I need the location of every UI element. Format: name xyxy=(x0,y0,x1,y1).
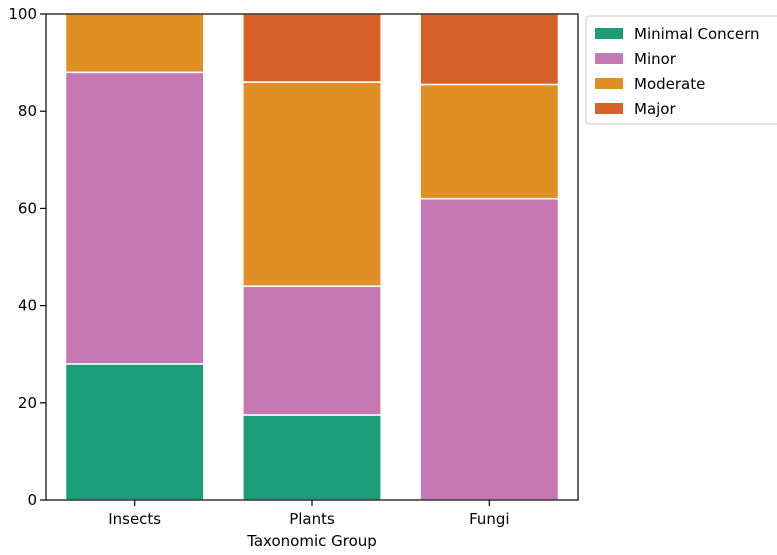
bar-insects-moderate xyxy=(64,13,205,74)
legend-swatch-minimal-concern xyxy=(595,28,623,39)
legend: Minimal Concern Minor Moderate Major xyxy=(585,15,777,125)
legend-swatch-major xyxy=(595,103,623,114)
y-tick-label: 40 xyxy=(18,297,37,315)
legend-label-major: Major xyxy=(634,100,676,118)
x-axis-title: Taxonomic Group xyxy=(246,532,377,550)
y-tick-label: 0 xyxy=(27,491,37,509)
y-tick-label: 20 xyxy=(18,394,37,412)
y-axis: 0 20 40 60 80 100 xyxy=(8,5,46,509)
legend-label-moderate: Moderate xyxy=(634,75,705,93)
x-tick-label-insects: Insects xyxy=(108,510,161,528)
bar-fungi-moderate xyxy=(419,83,560,200)
bar-plants-moderate xyxy=(242,81,382,287)
legend-label-minimal-concern: Minimal Concern xyxy=(634,25,760,43)
bars-group xyxy=(64,13,560,501)
bar-plants-minimal-concern xyxy=(242,414,382,501)
legend-frame xyxy=(585,15,777,125)
bar-plants-major xyxy=(242,13,382,83)
plot-frame xyxy=(45,13,579,501)
bar-insects-minor xyxy=(64,71,205,365)
x-tick-label-fungi: Fungi xyxy=(469,510,510,528)
y-tick-label: 60 xyxy=(18,199,37,217)
bar-fungi-major xyxy=(419,13,560,86)
legend-label-minor: Minor xyxy=(634,50,677,68)
bar-plants-minor xyxy=(242,285,382,416)
x-axis: Insects Plants Fungi xyxy=(108,500,510,528)
bar-insects-minimal-concern xyxy=(64,363,205,501)
legend-swatch-minor xyxy=(595,53,623,64)
bar-fungi-minor xyxy=(419,197,560,501)
x-tick-label-plants: Plants xyxy=(289,510,335,528)
y-tick-label: 80 xyxy=(18,102,37,120)
y-tick-label: 100 xyxy=(8,5,37,23)
legend-swatch-moderate xyxy=(595,78,623,89)
